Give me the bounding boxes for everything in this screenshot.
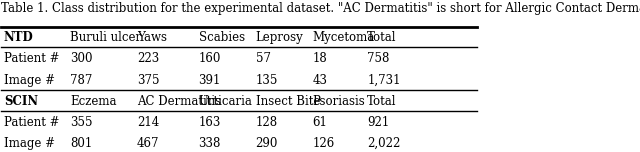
Text: 135: 135 xyxy=(255,74,278,87)
Text: 61: 61 xyxy=(313,116,328,129)
Text: 375: 375 xyxy=(137,74,159,87)
Text: 338: 338 xyxy=(198,137,221,150)
Text: 758: 758 xyxy=(367,52,390,65)
Text: 160: 160 xyxy=(198,52,221,65)
Text: 391: 391 xyxy=(198,74,221,87)
Text: Total: Total xyxy=(367,31,397,44)
Text: 57: 57 xyxy=(255,52,271,65)
Text: Patient #: Patient # xyxy=(4,52,60,65)
Text: Psoriasis: Psoriasis xyxy=(313,95,365,108)
Text: SCIN: SCIN xyxy=(4,95,38,108)
Text: 43: 43 xyxy=(313,74,328,87)
Text: Total: Total xyxy=(367,95,397,108)
Text: NTD: NTD xyxy=(4,31,33,44)
Text: 126: 126 xyxy=(313,137,335,150)
Text: 801: 801 xyxy=(70,137,93,150)
Text: 921: 921 xyxy=(367,116,390,129)
Text: 467: 467 xyxy=(137,137,159,150)
Text: AC Dermatitis: AC Dermatitis xyxy=(137,95,221,108)
Text: Patient #: Patient # xyxy=(4,116,60,129)
Text: 223: 223 xyxy=(137,52,159,65)
Text: Leprosy: Leprosy xyxy=(255,31,303,44)
Text: Eczema: Eczema xyxy=(70,95,116,108)
Text: Yaws: Yaws xyxy=(137,31,167,44)
Text: 2,022: 2,022 xyxy=(367,137,401,150)
Text: Scabies: Scabies xyxy=(198,31,244,44)
Text: Urticaria: Urticaria xyxy=(198,95,253,108)
Text: Buruli ulcer: Buruli ulcer xyxy=(70,31,141,44)
Text: Table 1. Class distribution for the experimental dataset. "AC Dermatitis" is sho: Table 1. Class distribution for the expe… xyxy=(1,2,640,15)
Text: 1,731: 1,731 xyxy=(367,74,401,87)
Text: Insect Bite: Insect Bite xyxy=(255,95,320,108)
Text: 163: 163 xyxy=(198,116,221,129)
Text: 355: 355 xyxy=(70,116,93,129)
Text: Image #: Image # xyxy=(4,74,55,87)
Text: 300: 300 xyxy=(70,52,93,65)
Text: Image #: Image # xyxy=(4,137,55,150)
Text: 214: 214 xyxy=(137,116,159,129)
Text: 128: 128 xyxy=(255,116,278,129)
Text: 290: 290 xyxy=(255,137,278,150)
Text: Mycetoma: Mycetoma xyxy=(313,31,375,44)
Text: 787: 787 xyxy=(70,74,93,87)
Text: 18: 18 xyxy=(313,52,328,65)
